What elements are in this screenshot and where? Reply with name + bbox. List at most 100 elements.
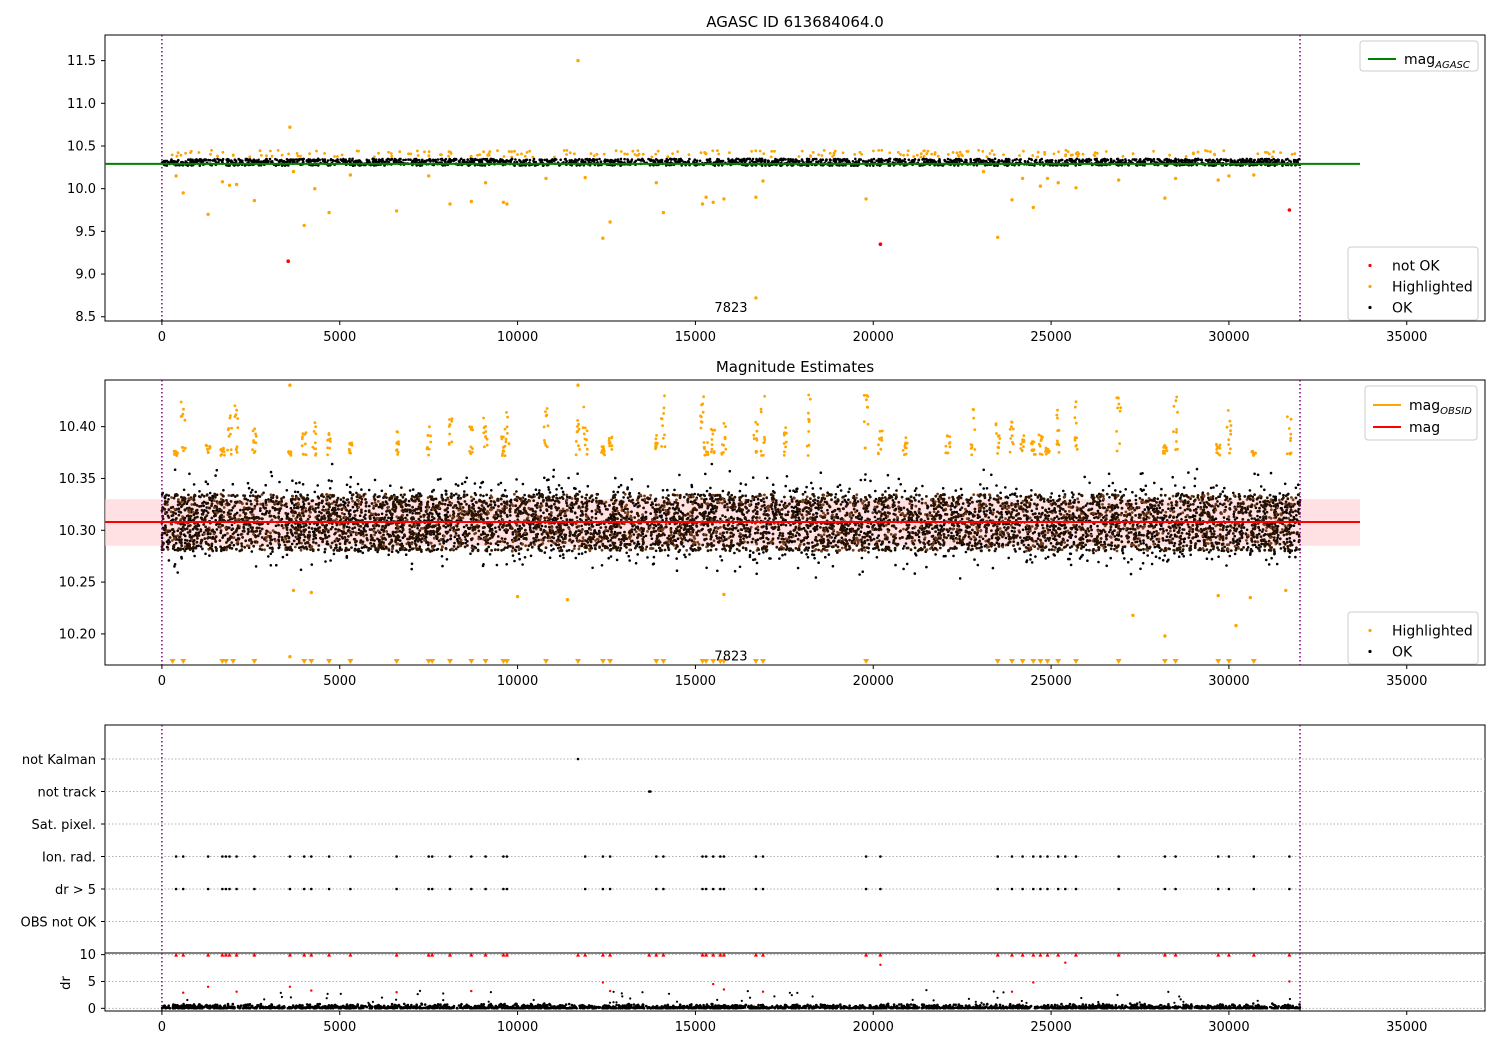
agasc-ok-point bbox=[946, 157, 950, 161]
agasc-highlighted-point bbox=[641, 152, 645, 156]
agasc-highlighted-point bbox=[387, 150, 390, 154]
estimates-ok-point bbox=[349, 491, 352, 495]
estimates-ok-point bbox=[1174, 484, 1177, 487]
estimates-xtick-label: 35000 bbox=[1386, 674, 1427, 689]
agasc-ok-point bbox=[849, 164, 853, 167]
agasc-ok-point bbox=[972, 158, 976, 162]
agasc-ok-point bbox=[233, 158, 237, 161]
agasc-highlighted-point bbox=[525, 151, 529, 154]
estimates-ok-point bbox=[1129, 572, 1133, 576]
agasc-highlighted-point bbox=[427, 174, 431, 178]
agasc-highlighted-point bbox=[355, 149, 359, 153]
estimates-ok-point bbox=[349, 485, 352, 489]
agasc-ok-point bbox=[964, 158, 967, 162]
agasc-ok-point bbox=[641, 157, 644, 161]
agasc-ok-point bbox=[1002, 160, 1005, 163]
agasc-ok-point bbox=[740, 159, 743, 163]
agasc-ok-point bbox=[413, 157, 416, 161]
estimates-ok-point bbox=[215, 528, 219, 531]
agasc-ok-point bbox=[1177, 158, 1180, 161]
estimates-ok-point bbox=[271, 550, 274, 553]
estimates-ok-point bbox=[1279, 547, 1283, 550]
agasc-highlighted-point bbox=[602, 152, 606, 156]
agasc-ytick-label: 9.5 bbox=[75, 225, 96, 240]
agasc-highlighted-point bbox=[1206, 149, 1209, 153]
agasc-ok-point bbox=[1060, 158, 1064, 162]
estimates-ok-point bbox=[811, 553, 814, 556]
estimates-ok-point bbox=[840, 536, 844, 540]
agasc-ok-point bbox=[858, 158, 861, 161]
agasc-highlighted-point bbox=[1056, 181, 1060, 185]
agasc-ok-point bbox=[911, 160, 915, 164]
estimates-ok-point bbox=[811, 487, 815, 490]
estimates-ok-point bbox=[785, 475, 789, 478]
agasc-highlighted-point bbox=[811, 151, 815, 154]
agasc-highlighted-point bbox=[1117, 178, 1121, 182]
agasc-ok-point bbox=[285, 158, 289, 161]
estimates-ok-point bbox=[869, 479, 872, 483]
agasc-ok-point bbox=[606, 158, 609, 162]
agasc-ok-point bbox=[969, 160, 972, 164]
estimates-ok-point bbox=[202, 504, 205, 508]
estimates-ok-point bbox=[1089, 502, 1092, 505]
estimates-ok-point bbox=[1082, 545, 1085, 549]
estimates-ok-point bbox=[552, 547, 555, 551]
estimates-ok-point bbox=[167, 494, 171, 497]
estimates-ok-point bbox=[346, 504, 350, 507]
agasc-highlighted-point bbox=[676, 150, 680, 154]
agasc-ok-point bbox=[300, 158, 304, 161]
estimates-ok-point bbox=[360, 546, 364, 549]
estimates-ok-point bbox=[679, 510, 683, 513]
agasc-highlighted-point bbox=[961, 154, 964, 158]
estimates-ok-point bbox=[689, 500, 693, 504]
agasc-highlighted-point bbox=[636, 149, 640, 153]
estimates-ok-point bbox=[411, 512, 414, 515]
estimates-ok-point bbox=[515, 490, 518, 493]
agasc-ytick-label: 10.5 bbox=[67, 139, 96, 154]
estimates-ok-point bbox=[999, 491, 1002, 495]
agasc-ok-point bbox=[872, 157, 876, 161]
estimates-ok-point bbox=[967, 504, 970, 508]
agasc-highlighted-point bbox=[175, 154, 179, 158]
agasc-ok-point bbox=[1191, 159, 1194, 162]
estimates-ok-point bbox=[1109, 556, 1112, 560]
agasc-ok-point bbox=[619, 157, 623, 161]
agasc-ok-point bbox=[195, 160, 199, 164]
estimates-ok-point bbox=[495, 563, 499, 567]
agasc-ok-point bbox=[519, 159, 522, 163]
agasc-ok-point bbox=[727, 157, 730, 161]
agasc-highlighted-point bbox=[377, 151, 380, 155]
estimates-ok-point bbox=[726, 508, 729, 512]
estimates-ok-point bbox=[517, 552, 521, 555]
agasc-ok-point bbox=[1000, 159, 1003, 163]
estimates-ok-point bbox=[312, 538, 315, 541]
estimates-ok-point bbox=[1222, 516, 1226, 519]
agasc-ok-point bbox=[815, 157, 818, 161]
estimates-ok-point bbox=[1034, 555, 1037, 558]
estimates-ok-point bbox=[1295, 514, 1298, 517]
estimates-ok-point bbox=[678, 517, 681, 521]
estimates-ok-point bbox=[839, 489, 843, 492]
agasc-ok-point bbox=[570, 159, 573, 162]
agasc-highlighted-point bbox=[478, 153, 482, 157]
estimates-ok-point bbox=[275, 563, 278, 567]
agasc-ok-point bbox=[274, 157, 277, 161]
estimates-ok-point bbox=[884, 490, 887, 493]
estimates-ok-point bbox=[1273, 551, 1276, 555]
agasc-ok-point bbox=[334, 159, 337, 163]
agasc-ok-point bbox=[1281, 164, 1284, 167]
estimates-ytick-label: 10.40 bbox=[59, 420, 96, 435]
estimates-ok-point bbox=[208, 491, 212, 495]
estimates-ok-point bbox=[1165, 535, 1169, 538]
estimates-ok-point bbox=[1156, 497, 1159, 501]
agasc-highlighted-point bbox=[340, 153, 344, 157]
estimates-ok-point bbox=[482, 494, 485, 498]
agasc-highlighted-point bbox=[1077, 152, 1081, 156]
agasc-ok-point bbox=[742, 159, 746, 163]
agasc-xtick-label: 35000 bbox=[1386, 330, 1427, 345]
estimates-ok-point bbox=[1003, 526, 1006, 529]
estimates-ok-point bbox=[254, 490, 257, 494]
estimates-ok-point bbox=[728, 469, 732, 473]
estimates-ok-point bbox=[781, 553, 784, 557]
agasc-highlighted-point bbox=[623, 152, 627, 156]
